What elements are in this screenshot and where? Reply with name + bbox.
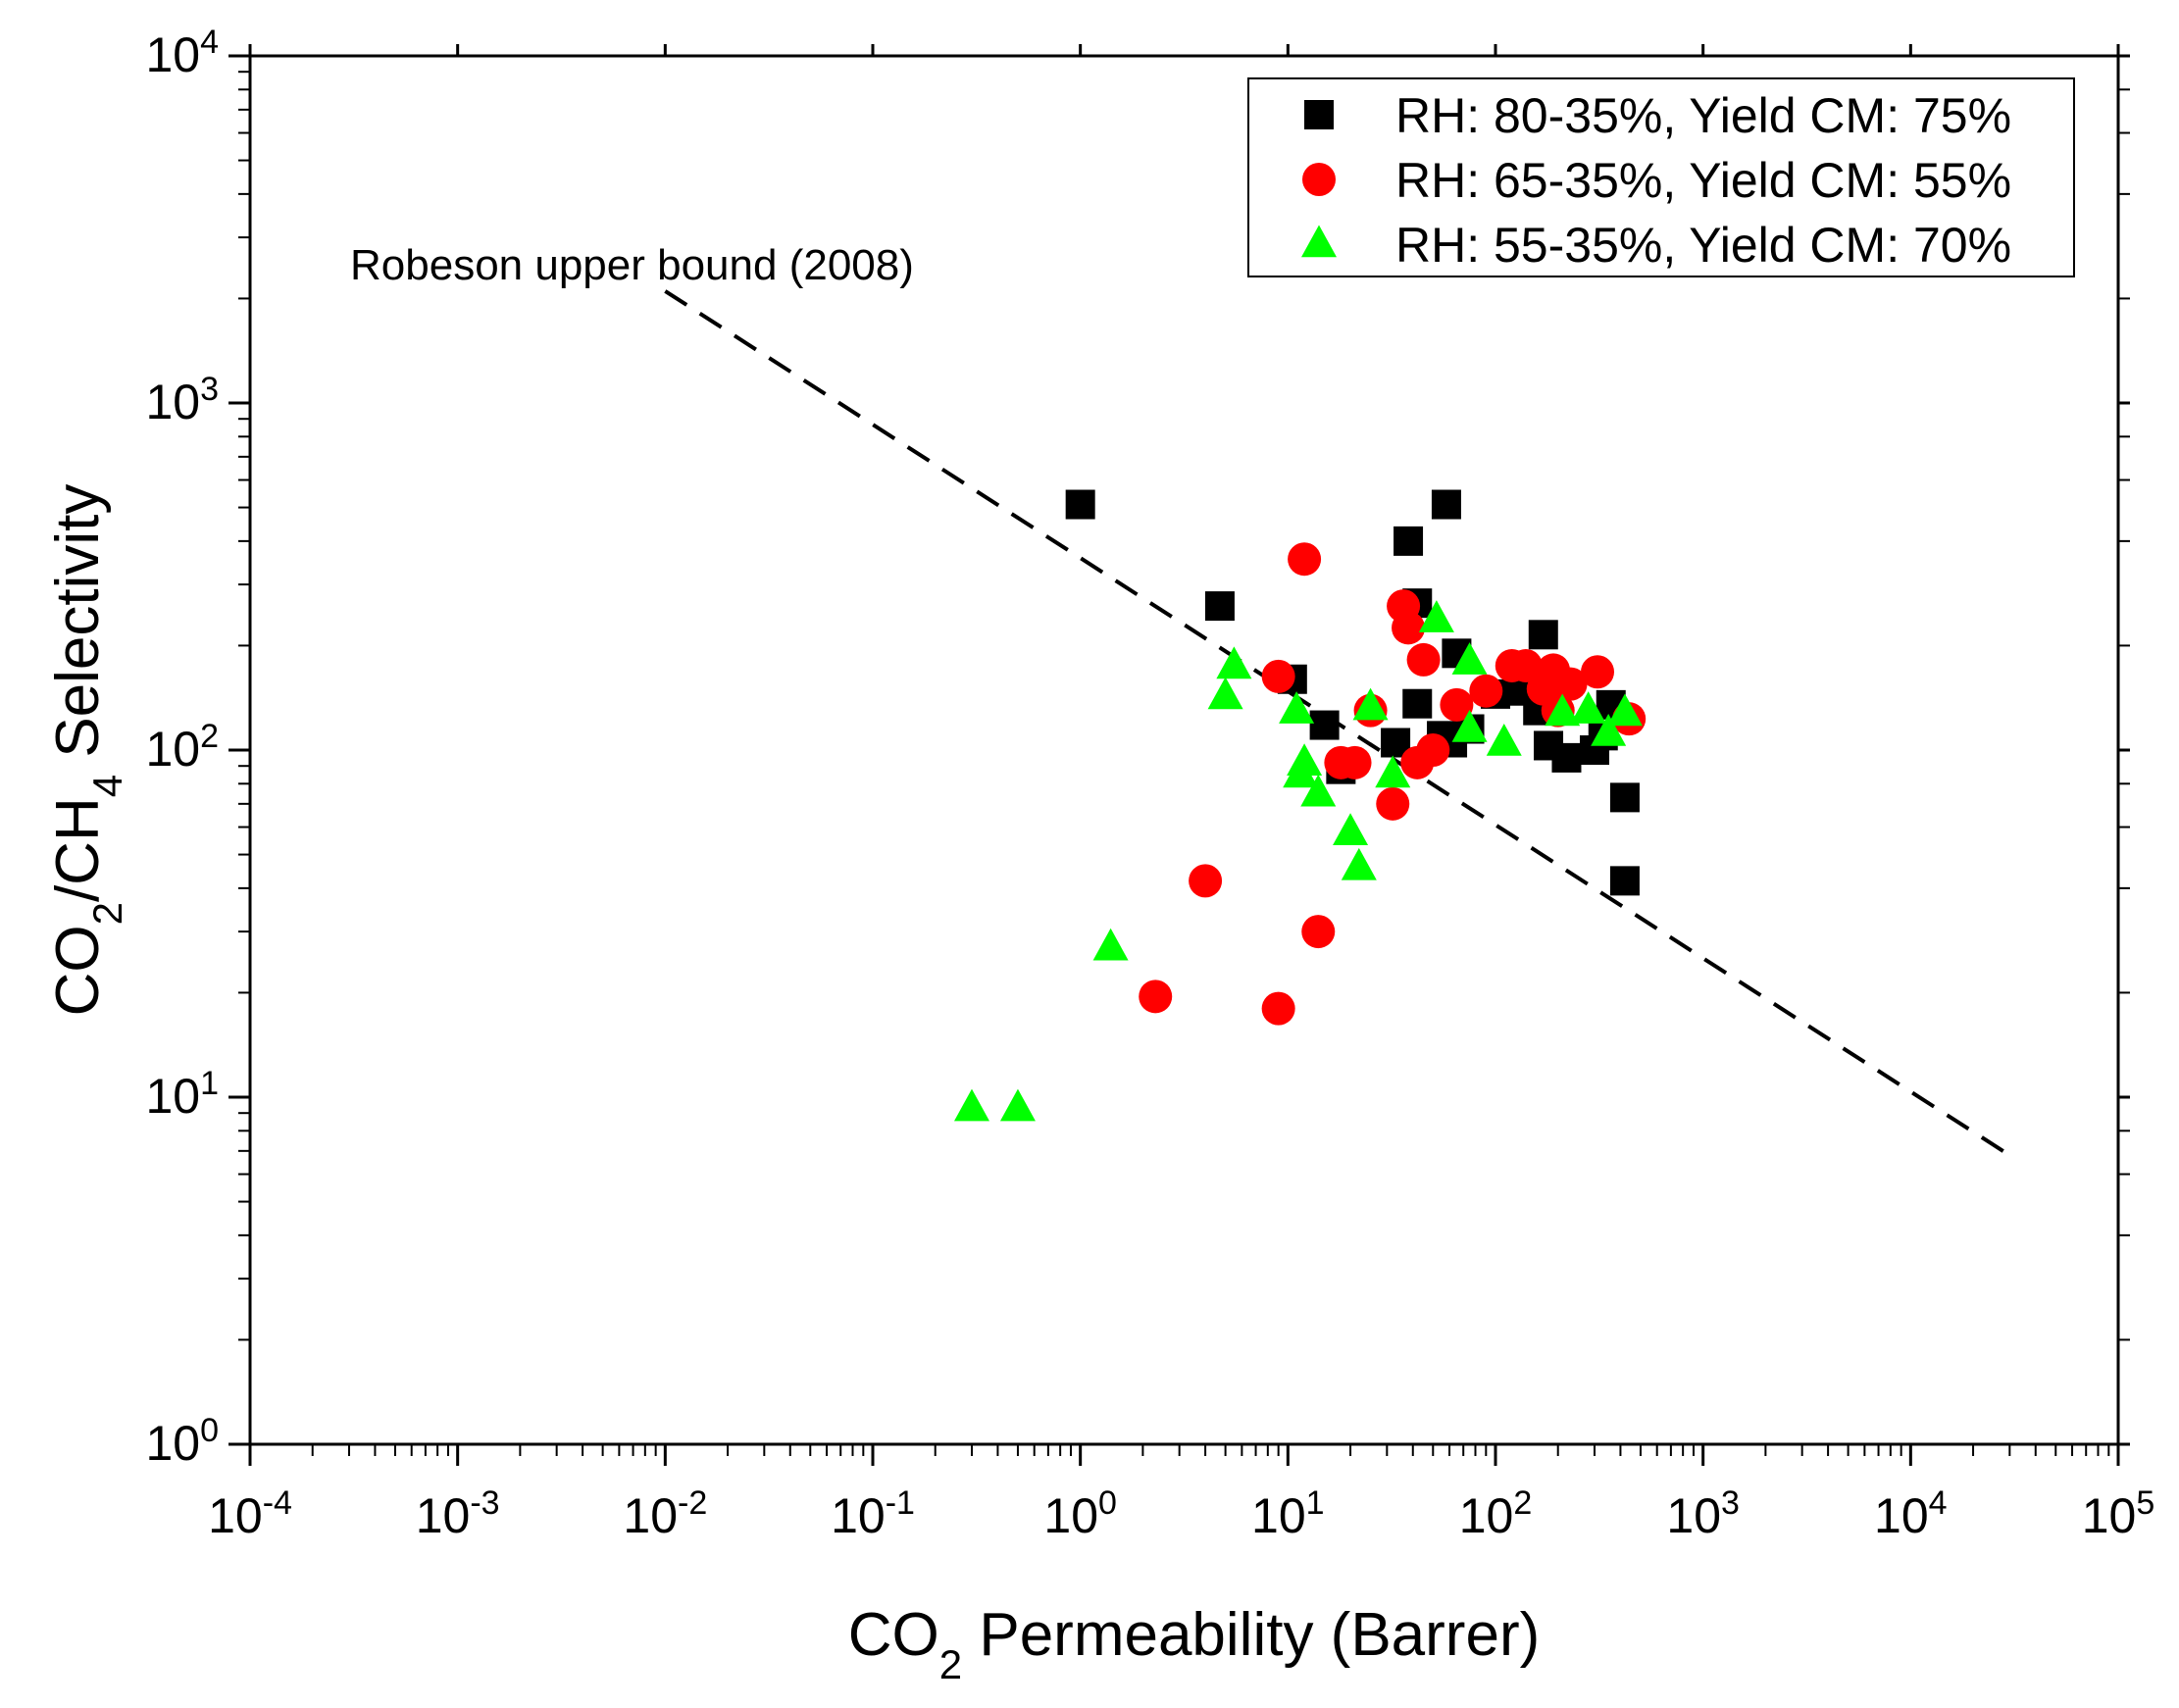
data-point [1300,774,1337,807]
data-point [1591,714,1627,746]
data-point [1352,687,1389,721]
y-tick-label: 101 [145,1065,219,1124]
data-point [1606,693,1643,727]
data-point [1333,813,1369,845]
legend-marker [1304,100,1334,129]
data-point [1261,991,1295,1026]
data-point [1375,755,1411,788]
legend-label: RH: 65-35%, Yield CM: 55% [1395,153,2011,208]
x-tick-label: 10-3 [416,1484,500,1543]
data-point [1451,642,1488,675]
x-tick-label: 10-1 [831,1484,915,1543]
data-point [1431,489,1461,520]
data-point [1551,742,1582,773]
tick-labels: 10-4 10-3 10-2 10-1 100 101 102 103 104 105 100 101… [145,24,2154,1543]
data-series [953,489,1647,1122]
data-point [1279,691,1315,724]
data-point [1451,709,1488,742]
data-point [1309,710,1340,740]
data-point [1609,866,1640,896]
data-point [1609,782,1640,813]
data-point [1416,733,1450,767]
data-point [1508,648,1543,682]
data-point [1402,688,1433,719]
y-tick-label: 104 [145,24,219,82]
y-axis-title: CO2/CH4 Selectivity [44,484,130,1017]
x-tick-label: 102 [1459,1484,1533,1543]
x-tick-label: 101 [1251,1484,1325,1543]
data-point [1394,526,1424,556]
data-point [1065,489,1095,520]
data-point [1528,620,1558,650]
data-point [1338,745,1372,779]
x-tick-label: 103 [1666,1484,1740,1543]
legend-box [1247,77,2075,277]
y-tick-label: 102 [145,718,219,777]
data-point [1287,743,1323,777]
data-point [953,1088,989,1122]
legend-marker [1302,163,1336,196]
data-point [1440,687,1474,722]
data-point [1570,691,1606,724]
data-point [1486,723,1522,756]
x-tick-label: 105 [2082,1484,2155,1543]
legend-marker [1301,225,1337,258]
data-point [1376,786,1410,821]
data-point [1092,928,1129,961]
data-point [1301,915,1336,949]
legend: RH: 80-35%, Yield CM: 75% RH: 65-35%, Yie… [1247,77,2075,277]
data-point [1207,677,1243,710]
x-tick-label: 104 [1874,1484,1948,1543]
data-point [1139,980,1173,1014]
data-point [1469,674,1503,708]
legend-label: RH: 80-35%, Yield CM: 75% [1395,88,2011,143]
data-point [1216,646,1252,679]
series-3 [953,600,1643,1122]
data-point [1581,655,1615,689]
y-tick-label: 103 [145,371,219,429]
data-point [999,1088,1036,1122]
axis-ticks [228,44,2130,1466]
data-point [1288,542,1322,577]
plot-frame [248,54,2120,1446]
x-tick-label: 10-2 [623,1484,707,1543]
y-tick-label: 100 [145,1412,219,1471]
data-point [1553,667,1588,701]
data-point [1418,600,1454,632]
x-tick-label: 100 [1043,1484,1117,1543]
x-axis-title: CO2 Permeability (Barrer) [848,1601,1540,1687]
series-2 [1139,542,1647,1026]
legend-label: RH: 55-35%, Yield CM: 70% [1395,218,2011,273]
data-point [1406,642,1441,677]
data-point [1341,847,1377,880]
data-point [1261,659,1295,693]
x-tick-label: 10-4 [208,1484,292,1543]
data-point [1392,611,1426,645]
data-point [1545,693,1581,727]
data-point [1189,864,1223,898]
robeson-label: Robeson upper bound (2008) [350,241,914,289]
data-point [1204,591,1235,622]
